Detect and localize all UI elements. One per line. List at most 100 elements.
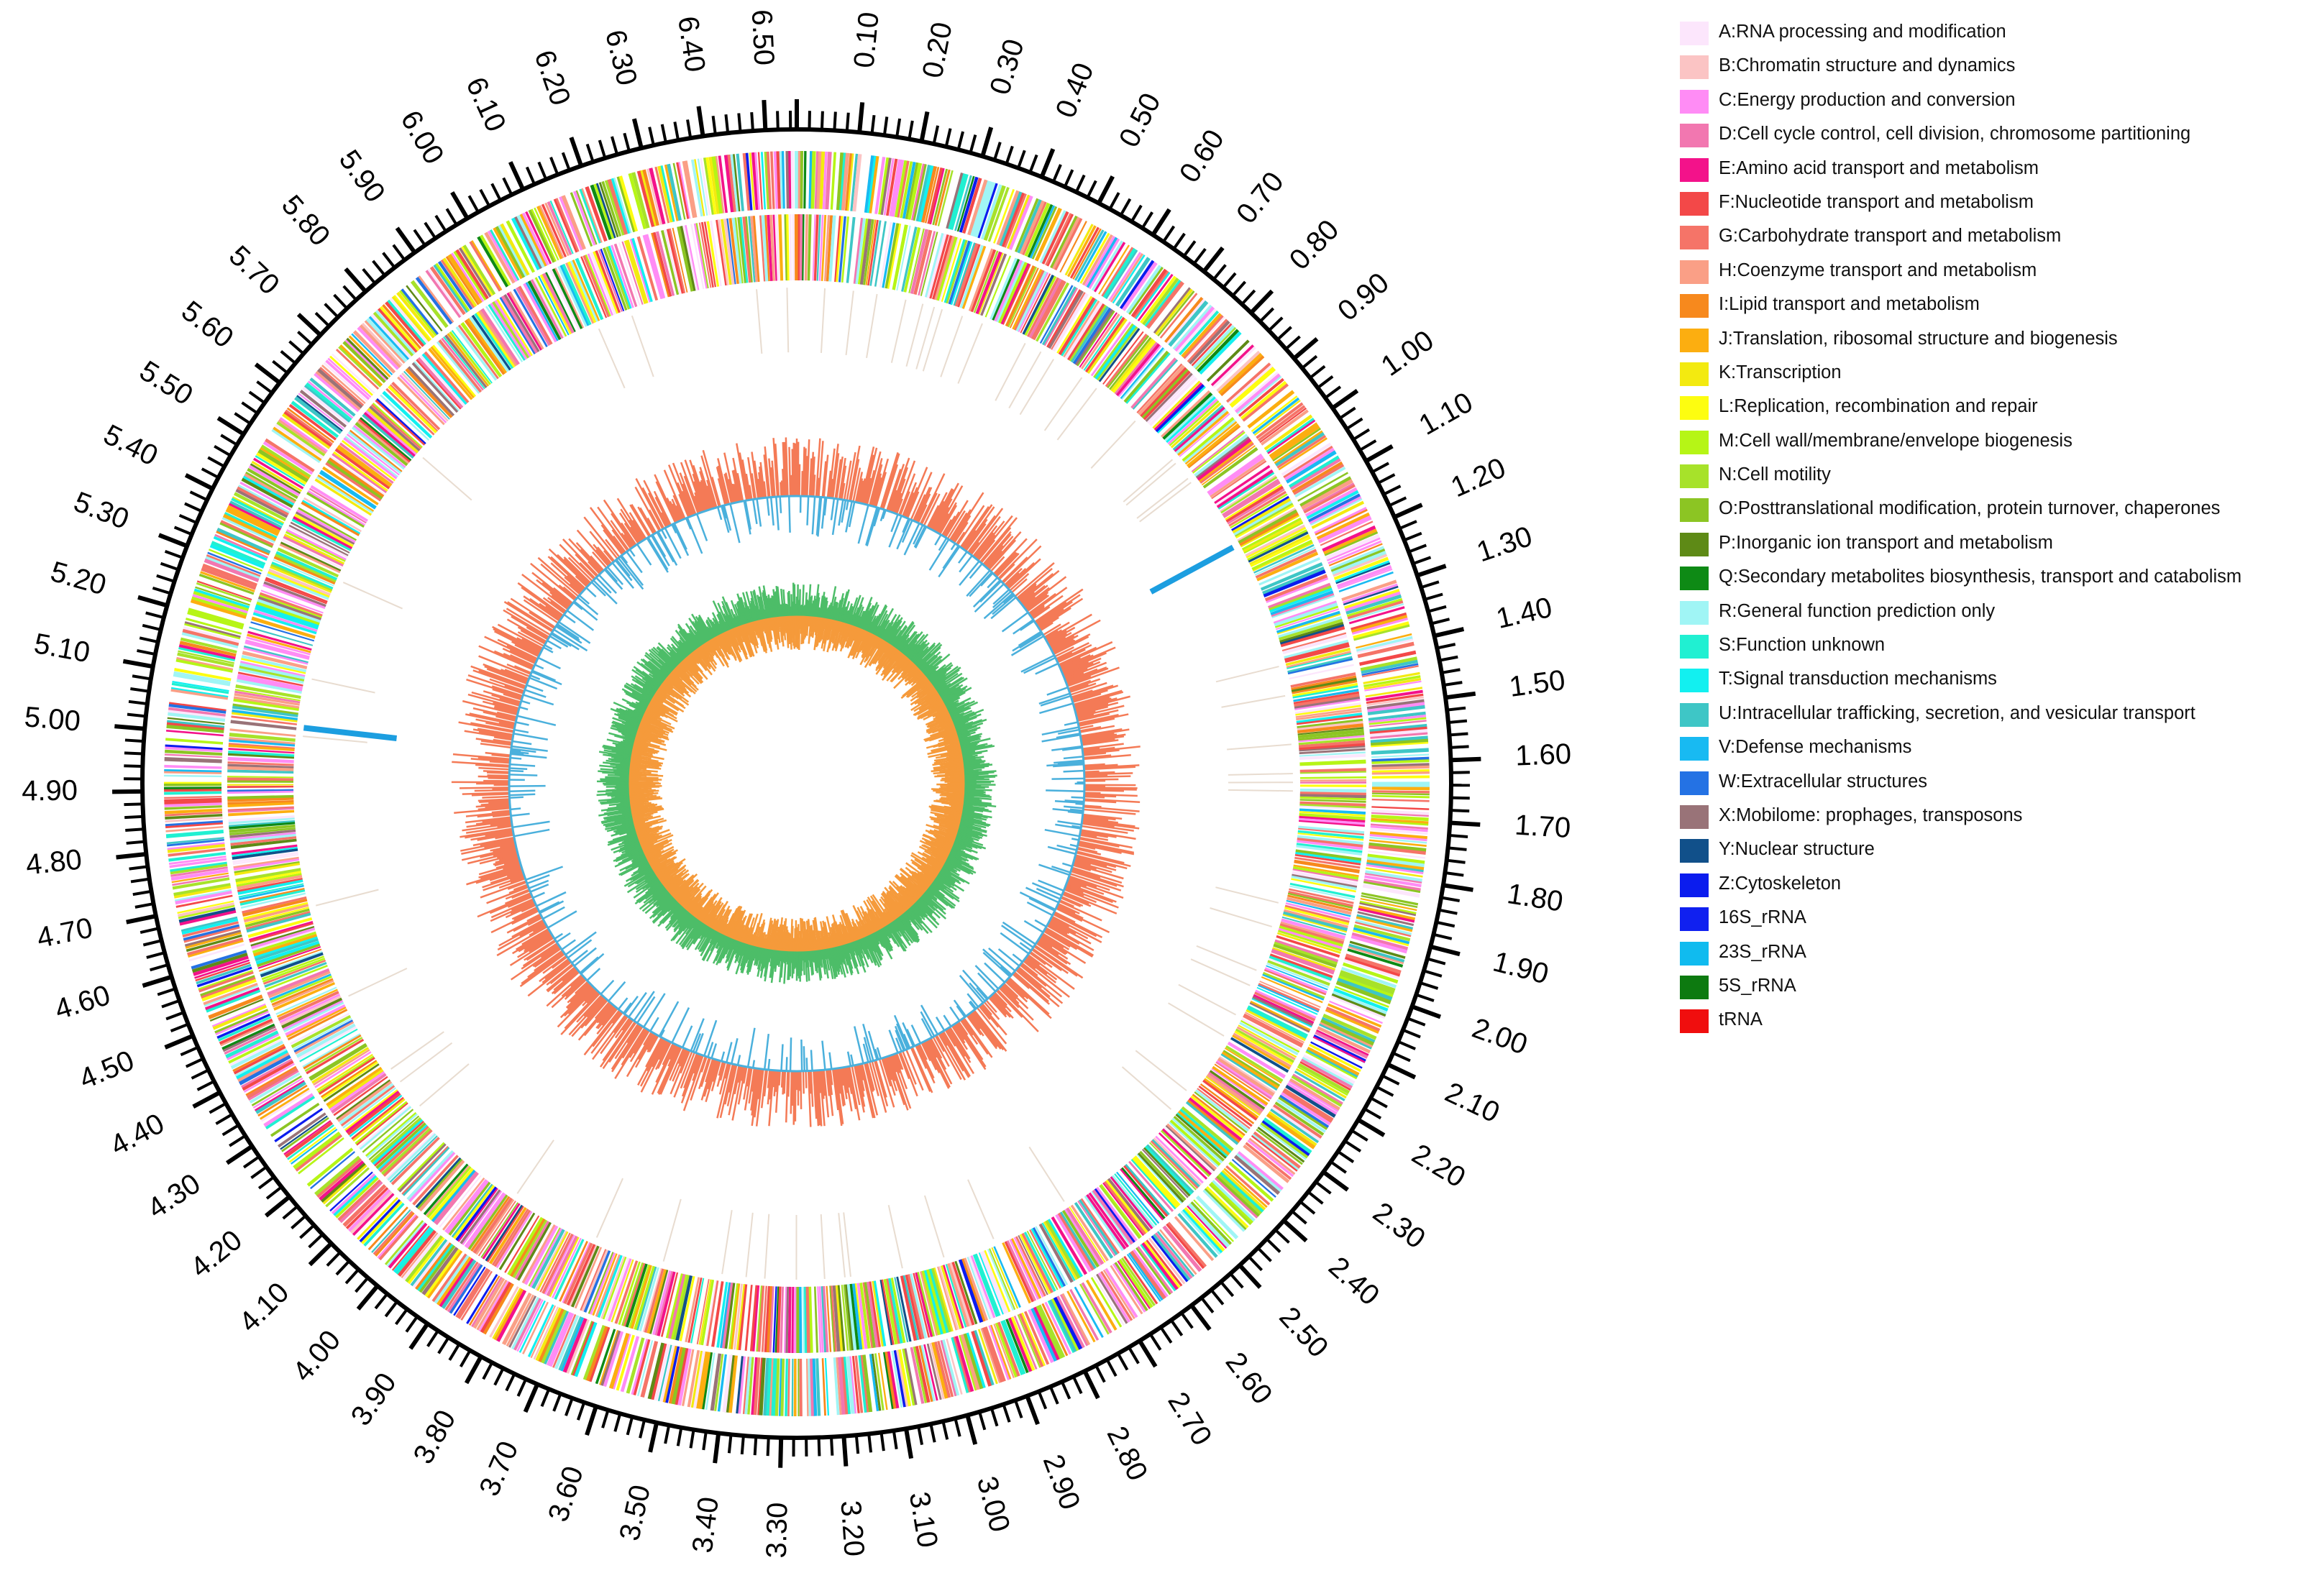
reverse-gene [1284,644,1350,663]
reverse-gene [1225,485,1284,523]
forward-gene [184,621,241,638]
gc-bar [1069,843,1078,848]
forward-gene [742,1357,749,1414]
gc-bar [828,1052,833,1070]
forward-gene [278,1112,326,1148]
forward-gene [1064,224,1094,276]
forward-gene [1036,1306,1063,1359]
reverse-gene [813,214,819,281]
major-tick [1445,691,1476,700]
scale-label: 3.40 [687,1495,725,1555]
reverse-gene [1259,981,1321,1009]
scale-label: 6.10 [460,73,512,137]
forward-gene [937,170,954,226]
forward-gene [170,687,229,698]
gc-bar [934,534,942,546]
forward-gene [296,395,343,432]
reverse-gene [1055,1214,1092,1272]
forward-gene [530,1305,556,1359]
reverse-gene [983,1249,1011,1313]
scale-label: 5.50 [134,355,198,412]
reverse-gene [607,1258,632,1322]
forward-gene [1371,794,1430,799]
forward-gene [283,1120,332,1155]
forward-gene [168,707,226,717]
forward-gene [461,245,494,296]
forward-gene [1366,867,1423,878]
scale-label: 3.10 [903,1490,943,1550]
forward-gene [1348,606,1405,625]
forward-gene [1325,1006,1381,1032]
gc-bar [1034,919,1047,928]
forward-gene [882,1352,894,1410]
forward-gene [165,729,224,737]
reverse-gene [826,215,833,282]
reverse-gene [1245,524,1306,557]
forward-gene [299,390,347,428]
minor-tick [127,712,147,718]
gc-bar [474,789,510,792]
forward-gene [433,264,469,313]
reverse-gene [1264,574,1328,602]
forward-gene [1044,1301,1071,1355]
forward-gene [718,155,728,214]
forward-gene [1342,962,1399,984]
major-tick [1357,1117,1386,1137]
reverse-gene [1294,693,1360,707]
forward-gene [433,1254,470,1304]
forward-gene [293,1131,341,1170]
reverse-gene [1208,456,1264,496]
forward-gene [1154,1232,1193,1279]
forward-gene [1140,1244,1176,1292]
forward-gene [1146,280,1184,329]
reverse-gene [621,1262,644,1326]
forward-gene [951,1336,969,1393]
reverse-gene [665,1273,683,1339]
reverse-gene [792,214,795,281]
reverse-gene [970,249,997,313]
forward-gene [248,464,301,497]
scale-label: 4.80 [24,843,83,881]
minor-tick [1344,1139,1362,1153]
reverse-gene [1253,544,1315,574]
forward-gene [426,1249,463,1299]
minor-tick [1291,1210,1307,1225]
reverse-gene [1120,347,1164,400]
reverse-gene [1296,715,1363,725]
minor-tick [908,120,914,139]
reverse-gene [230,720,297,730]
forward-gene [1332,991,1387,1016]
minor-tick [993,142,1002,161]
reverse-gene [838,216,846,283]
minor-tick [1094,1365,1106,1383]
forward-gene [1110,253,1144,303]
reverse-gene [1161,1129,1210,1178]
reverse-gene [1266,965,1328,991]
forward-gene [1292,461,1343,493]
gc-bar [586,968,601,981]
minor-tick [1433,932,1453,940]
reverse-gene [1298,732,1365,741]
forward-gene [342,1184,387,1227]
forward-gene [981,1327,1004,1383]
forward-gene [1015,198,1039,252]
gc-bar [529,884,549,893]
gc-bar [792,1070,795,1125]
forward-gene [1216,350,1261,393]
reverse-gene [1287,894,1353,912]
forward-gene [164,805,222,810]
gc-bar [519,706,529,711]
reverse-gene [698,1279,712,1345]
minor-tick [130,687,150,693]
reverse-gene [1133,1155,1181,1207]
forward-gene [200,571,255,592]
minor-tick [1435,920,1455,928]
minor-tick [209,1102,227,1114]
forward-gene [257,449,309,482]
trna-mark [399,1042,453,1083]
forward-gene [1363,677,1422,690]
gc-bar [792,442,795,497]
reverse-gene [634,1265,655,1330]
minor-tick [1299,1200,1316,1215]
forward-gene [851,1356,860,1413]
